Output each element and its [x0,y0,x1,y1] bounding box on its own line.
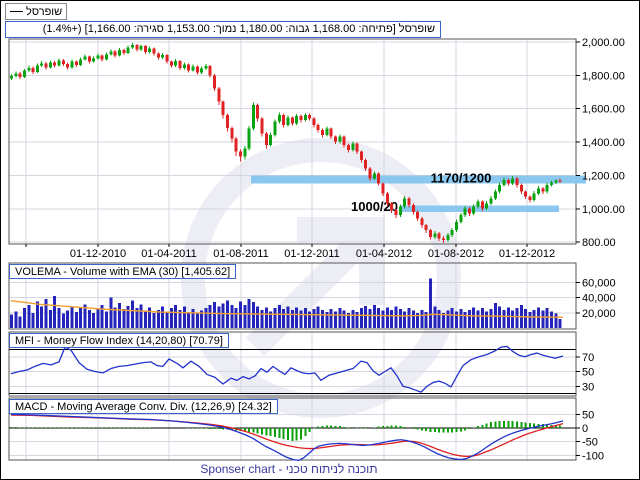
macd-panel-title: MACD - Moving Average Conv. Div. (12,26,… [9,399,278,414]
svg-text:-100: -100 [582,450,604,462]
svg-text:20,000: 20,000 [582,308,616,320]
svg-text:30: 30 [582,381,594,393]
svg-text:01-04-2011: 01-04-2011 [141,248,196,260]
svg-text:1,800.00: 1,800.00 [582,70,625,82]
ohlc-info-bar: שופרסל [פתיחה: 1,168.00 גבוה: 1,180.00 נ… [5,21,441,38]
footer-caption: תוכנה לניתוח טכני - Sponser chart [200,462,378,476]
svg-text:50: 50 [582,367,594,379]
main-price-chart[interactable]: 1170/12001000/202,000.001,800.001,600.00… [8,37,625,260]
svg-text:01-12-2010: 01-12-2010 [70,248,126,260]
svg-text:40,000: 40,000 [582,293,616,305]
svg-text:2,000.00: 2,000.00 [582,37,625,49]
series-line-swatch [10,11,23,12]
svg-text:1,200.00: 1,200.00 [582,170,625,182]
svg-text:1,400.00: 1,400.00 [582,137,625,149]
volema-panel-title: VOLEMA - Volume with EMA (30) [1,405.62] [9,264,237,279]
svg-text:60,000: 60,000 [582,277,616,289]
svg-text:1170/1200: 1170/1200 [431,170,492,185]
svg-text:01-04-2012: 01-04-2012 [356,248,412,260]
mfi-panel-title: MFI - Money Flow Index (14,20,80) [70.79… [9,333,229,348]
svg-text:01-12-2011: 01-12-2011 [284,248,339,260]
svg-text:01-08-2012: 01-08-2012 [428,248,484,260]
svg-text:1,600.00: 1,600.00 [582,104,625,116]
series-legend-label: שופרסל [26,5,63,18]
macd-panel-chart[interactable]: 50 0 -50-100 [8,397,604,462]
svg-text:70: 70 [582,352,594,364]
svg-text:01-12-2012: 01-12-2012 [499,248,555,260]
svg-text:1,000.00: 1,000.00 [582,204,625,216]
svg-text:800.00: 800.00 [582,237,616,249]
mfi-panel-chart[interactable]: 70 50 30 [8,331,594,397]
svg-text:01-08-2011: 01-08-2011 [213,248,268,260]
svg-text:-50: -50 [582,437,598,449]
svg-text:0: 0 [582,423,588,435]
series-legend[interactable]: שופרסל [5,3,68,20]
svg-text:50: 50 [582,409,594,421]
volume-panel-chart[interactable]: 60,000 40,000 20,000 [8,262,616,330]
